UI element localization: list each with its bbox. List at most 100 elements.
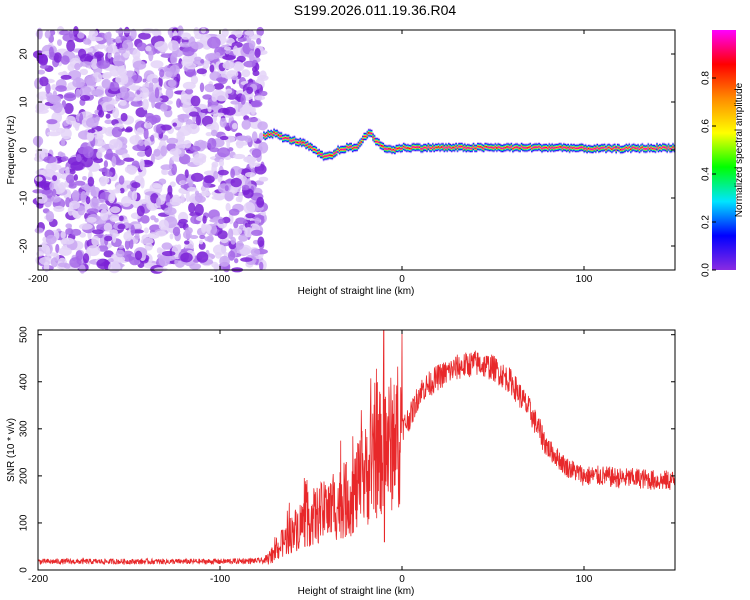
noise-cell [169,197,182,206]
ridge-cell [383,147,386,150]
noise-cell [190,95,201,107]
noise-cell [73,174,78,181]
ridge-cell [315,149,318,152]
ridge-cell [292,139,294,142]
ridge-cell [603,146,606,149]
ridge-cell [388,148,390,150]
noise-cell [79,61,93,67]
ridge-cell [608,146,610,149]
noise-cell [79,53,93,63]
ridge-cell [526,147,529,149]
noise-cell [86,216,97,223]
noise-cell [102,96,113,102]
ridge-cell [426,147,428,150]
noise-cell [32,189,45,194]
noise-cell [241,119,251,130]
ridge-cell [391,149,393,151]
noise-cell [235,217,247,225]
ridge-cell [465,147,468,150]
snr-ticks: -200 -100 0 100 0 100 200 300 400 500 [19,326,675,585]
noise-cell [57,39,62,46]
noise-cell [247,117,258,123]
ridge-cell [305,144,307,147]
noise-cell [235,240,244,250]
noise-cell [69,257,82,268]
noise-cell [102,73,107,79]
noise-cell [52,175,58,182]
noise-cell [189,235,199,239]
noise-cell [82,253,90,264]
noise-cell [167,185,173,196]
noise-cell [150,60,164,69]
ridge-cell [632,146,635,149]
ridge-cell [653,147,655,150]
noise-cell [151,96,156,109]
noise-cell [60,55,70,65]
noise-cell [188,111,200,117]
ridge-cell [667,146,670,148]
noise-cell [199,234,206,240]
ridge-cell [375,140,377,143]
ridge-cell [471,147,473,150]
ridge-cell [433,147,435,150]
noise-cell [144,242,153,251]
ridge-cell [386,148,389,150]
noise-cell [187,186,198,192]
noise-cell [89,36,104,42]
noise-cell [244,156,257,161]
noise-cell [207,137,217,150]
snr-ytick-label: 400 [19,373,30,390]
noise-cell [115,249,125,258]
ridge-cell [557,146,559,149]
ridge-cell [481,147,484,149]
ridge-cell [482,147,485,150]
noise-cell [240,257,253,262]
ridge-cell [432,146,434,148]
noise-cell [218,218,225,224]
noise-cell [180,252,193,263]
ridge-cell [270,132,272,135]
ridge-cell [413,146,415,148]
noise-cell [168,40,180,52]
ridge-cell [584,147,587,149]
ridge-cell [381,145,383,147]
ridge-cell [445,146,447,148]
ridge-cell [398,147,401,149]
ridge-cell [538,145,540,148]
ridge-cell [442,146,444,148]
snr-xtick-label: 100 [576,574,593,585]
ridge-cell [271,134,274,136]
ridge-cell [657,147,660,150]
noise-cell [57,151,64,157]
noise-cell [80,95,91,101]
noise-cell [52,188,57,197]
ridge-cell [506,146,508,148]
noise-cell [85,117,99,128]
noise-cell [228,208,240,216]
ridge-cell [279,135,281,137]
ridge-cell [347,146,350,149]
noise-cell [72,77,85,88]
ridge-cell [551,146,553,148]
noise-cell [235,61,243,71]
ridge-cell [635,147,638,150]
noise-cell [152,184,163,189]
noise-cell [93,157,103,164]
noise-cell [194,192,203,203]
ridge-cell [392,148,395,151]
noise-cell [244,30,255,36]
noise-cell [155,230,167,237]
noise-cell [130,28,137,40]
ridge-cell [354,146,357,149]
noise-cell [109,139,117,144]
noise-cell [91,235,100,246]
ridge-cell [423,146,425,149]
noise-cell [96,258,110,270]
noise-cell [46,119,58,125]
noise-cell [200,104,207,109]
noise-cell [254,180,264,186]
noise-cell [180,180,187,185]
spectrogram-ytick-label: -20 [19,238,30,253]
ridge-cell [385,148,387,150]
